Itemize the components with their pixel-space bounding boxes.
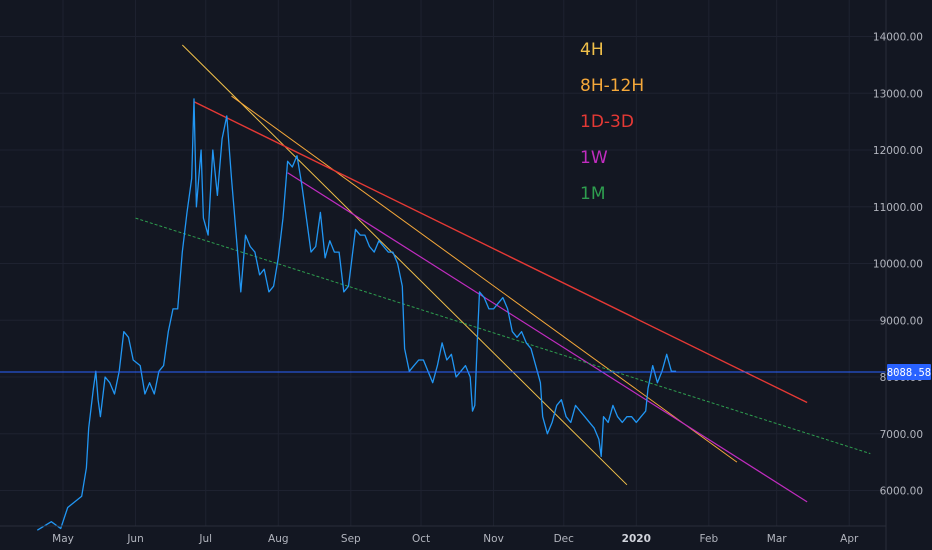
- x-tick-label: Dec: [554, 533, 575, 545]
- y-tick-label: 12000.00: [873, 145, 923, 157]
- x-tick-label: Jun: [126, 533, 143, 545]
- legend: 4H 8H-12H 1D-3D 1W 1M: [580, 40, 644, 204]
- x-tick-label: Feb: [700, 533, 719, 545]
- x-tick-label: Apr: [840, 533, 859, 545]
- current-price-badge: 8088.58: [887, 363, 931, 380]
- legend-entry: 8H-12H: [580, 76, 644, 96]
- x-tick-label: Nov: [483, 533, 504, 545]
- price-series-line: [36, 98, 677, 531]
- x-tick-label: Mar: [767, 533, 787, 545]
- y-tick-label: 10000.00: [873, 259, 923, 271]
- time-axis[interactable]: May Jun Jul Aug Sep Oct Nov Dec 2020 Feb Mar Apr: [52, 533, 859, 545]
- legend-entry: 1M: [580, 184, 605, 204]
- trendline-1d-3d[interactable]: [193, 101, 808, 404]
- price-series: [36, 98, 677, 531]
- x-tick-label: Aug: [268, 533, 289, 545]
- trendlines[interactable]: [135, 44, 871, 503]
- y-tick-label: 7000.00: [880, 429, 923, 441]
- trendline-1m[interactable]: [135, 217, 871, 455]
- x-tick-label: Sep: [341, 533, 361, 545]
- y-tick-label: 14000.00: [873, 32, 923, 44]
- x-tick-label: Oct: [412, 533, 430, 545]
- legend-entry: 1D-3D: [580, 112, 634, 132]
- current-price-badge-box: [887, 363, 931, 380]
- price-axis[interactable]: 6000.007000.008000.009000.0010000.001100…: [873, 32, 923, 498]
- y-tick-label: 13000.00: [873, 88, 923, 100]
- y-tick-label: 9000.00: [880, 315, 923, 327]
- x-tick-label: Jul: [198, 533, 212, 545]
- legend-entry: 4H: [580, 40, 604, 60]
- current-price-label: 8088.58: [887, 367, 931, 379]
- grid: [0, 0, 886, 526]
- y-tick-label: 11000.00: [873, 202, 923, 214]
- trendline-8h-12h[interactable]: [231, 95, 738, 463]
- x-tick-label: May: [52, 533, 74, 545]
- trendline-4h[interactable]: [181, 44, 628, 486]
- trendline-1w[interactable]: [287, 172, 808, 503]
- y-tick-label: 6000.00: [880, 486, 923, 498]
- x-tick-label: 2020: [622, 533, 651, 545]
- legend-entry: 1W: [580, 148, 608, 168]
